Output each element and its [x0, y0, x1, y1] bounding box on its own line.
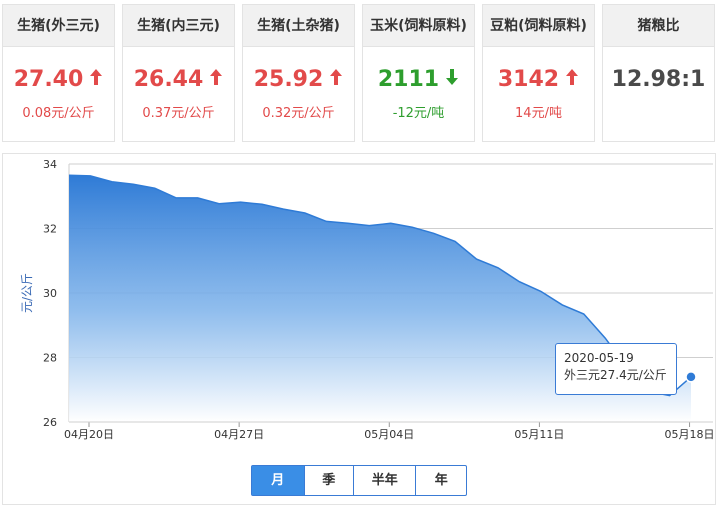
period-tab[interactable]: 年: [434, 473, 448, 488]
card-change: 0.08元/公斤: [22, 106, 95, 121]
period-tab[interactable]: 半年: [354, 466, 417, 495]
arrow-up-icon: [210, 69, 223, 85]
chart-tooltip: 2020-05-19 外三元27.4元/公斤: [555, 343, 677, 395]
price-area-chart: 26 28 30 32 34 04月20日 04月27日 05月04日 05月11日 05月18日…: [20, 158, 715, 441]
x-tick-label: 04月27日: [214, 428, 264, 441]
card-change: 14元/吨: [515, 106, 562, 121]
card-value-row: 2111: [363, 67, 474, 93]
x-tick-label: 05月18日: [665, 428, 715, 441]
card-value-row: 12.98:1: [603, 67, 714, 93]
card-title: 玉米(饲料原料): [363, 5, 474, 47]
card-value: 25.92: [253, 67, 324, 92]
card-value: 3142: [497, 67, 560, 92]
card-value: 2111: [377, 67, 440, 92]
price-card[interactable]: 豆粕(饲料原料) 3142 14元/吨: [482, 4, 595, 142]
card-change: 0.32元/公斤: [262, 106, 335, 121]
card-title: 生猪(土杂猪): [243, 5, 354, 47]
price-card[interactable]: 玉米(饲料原料) 2111 -12元/吨: [362, 4, 475, 142]
highlight-point: [685, 371, 697, 383]
card-value-row: 3142: [483, 67, 594, 93]
card-value: 12.98:1: [611, 67, 706, 92]
price-card[interactable]: 生猪(内三元) 26.44 0.37元/公斤: [122, 4, 235, 142]
card-value-row: 25.92: [243, 67, 354, 93]
x-tick-label: 05月11日: [514, 428, 564, 441]
y-tick-label: 28: [43, 352, 57, 365]
y-tick-label: 26: [43, 416, 57, 429]
period-switcher: 月季半年 年: [251, 465, 467, 496]
card-value: 26.44: [133, 67, 204, 92]
tooltip-date: 2020-05-19: [564, 351, 634, 365]
arrow-down-icon: [446, 69, 459, 85]
card-title: 生猪(外三元): [3, 5, 114, 47]
arrow-up-icon: [90, 69, 103, 85]
chart-panel: 26 28 30 32 34 04月20日 04月27日 05月04日 05月11日 05月18日…: [2, 153, 716, 505]
series-line: [68, 174, 692, 397]
card-change: 0.37元/公斤: [142, 106, 215, 121]
y-axis-label: 元/公斤: [20, 273, 34, 313]
x-tick-label: 04月20日: [64, 428, 114, 441]
tooltip-value: 外三元27.4元/公斤: [564, 368, 667, 382]
price-card[interactable]: 猪粮比 12.98:1: [602, 4, 715, 142]
y-tick-label: 34: [43, 158, 57, 171]
y-tick-label: 32: [43, 223, 57, 236]
card-value: 27.40: [13, 67, 84, 92]
card-title: 豆粕(饲料原料): [483, 5, 594, 47]
arrow-up-icon: [566, 69, 579, 85]
card-value-row: 27.40: [3, 67, 114, 93]
card-value-row: 26.44: [123, 67, 234, 93]
period-tab[interactable]: 月: [252, 466, 305, 495]
x-tick-label: 05月04日: [364, 428, 414, 441]
card-title: 生猪(内三元): [123, 5, 234, 47]
card-title: 猪粮比: [603, 5, 714, 47]
period-tab[interactable]: 季: [305, 466, 355, 495]
arrow-up-icon: [330, 69, 343, 85]
price-card[interactable]: 生猪(土杂猪) 25.92 0.32元/公斤: [242, 4, 355, 142]
series-area: [69, 175, 691, 422]
card-change: -12元/吨: [392, 106, 445, 121]
price-card[interactable]: 生猪(外三元) 27.40 0.08元/公斤: [2, 4, 115, 142]
y-tick-label: 30: [43, 287, 57, 300]
